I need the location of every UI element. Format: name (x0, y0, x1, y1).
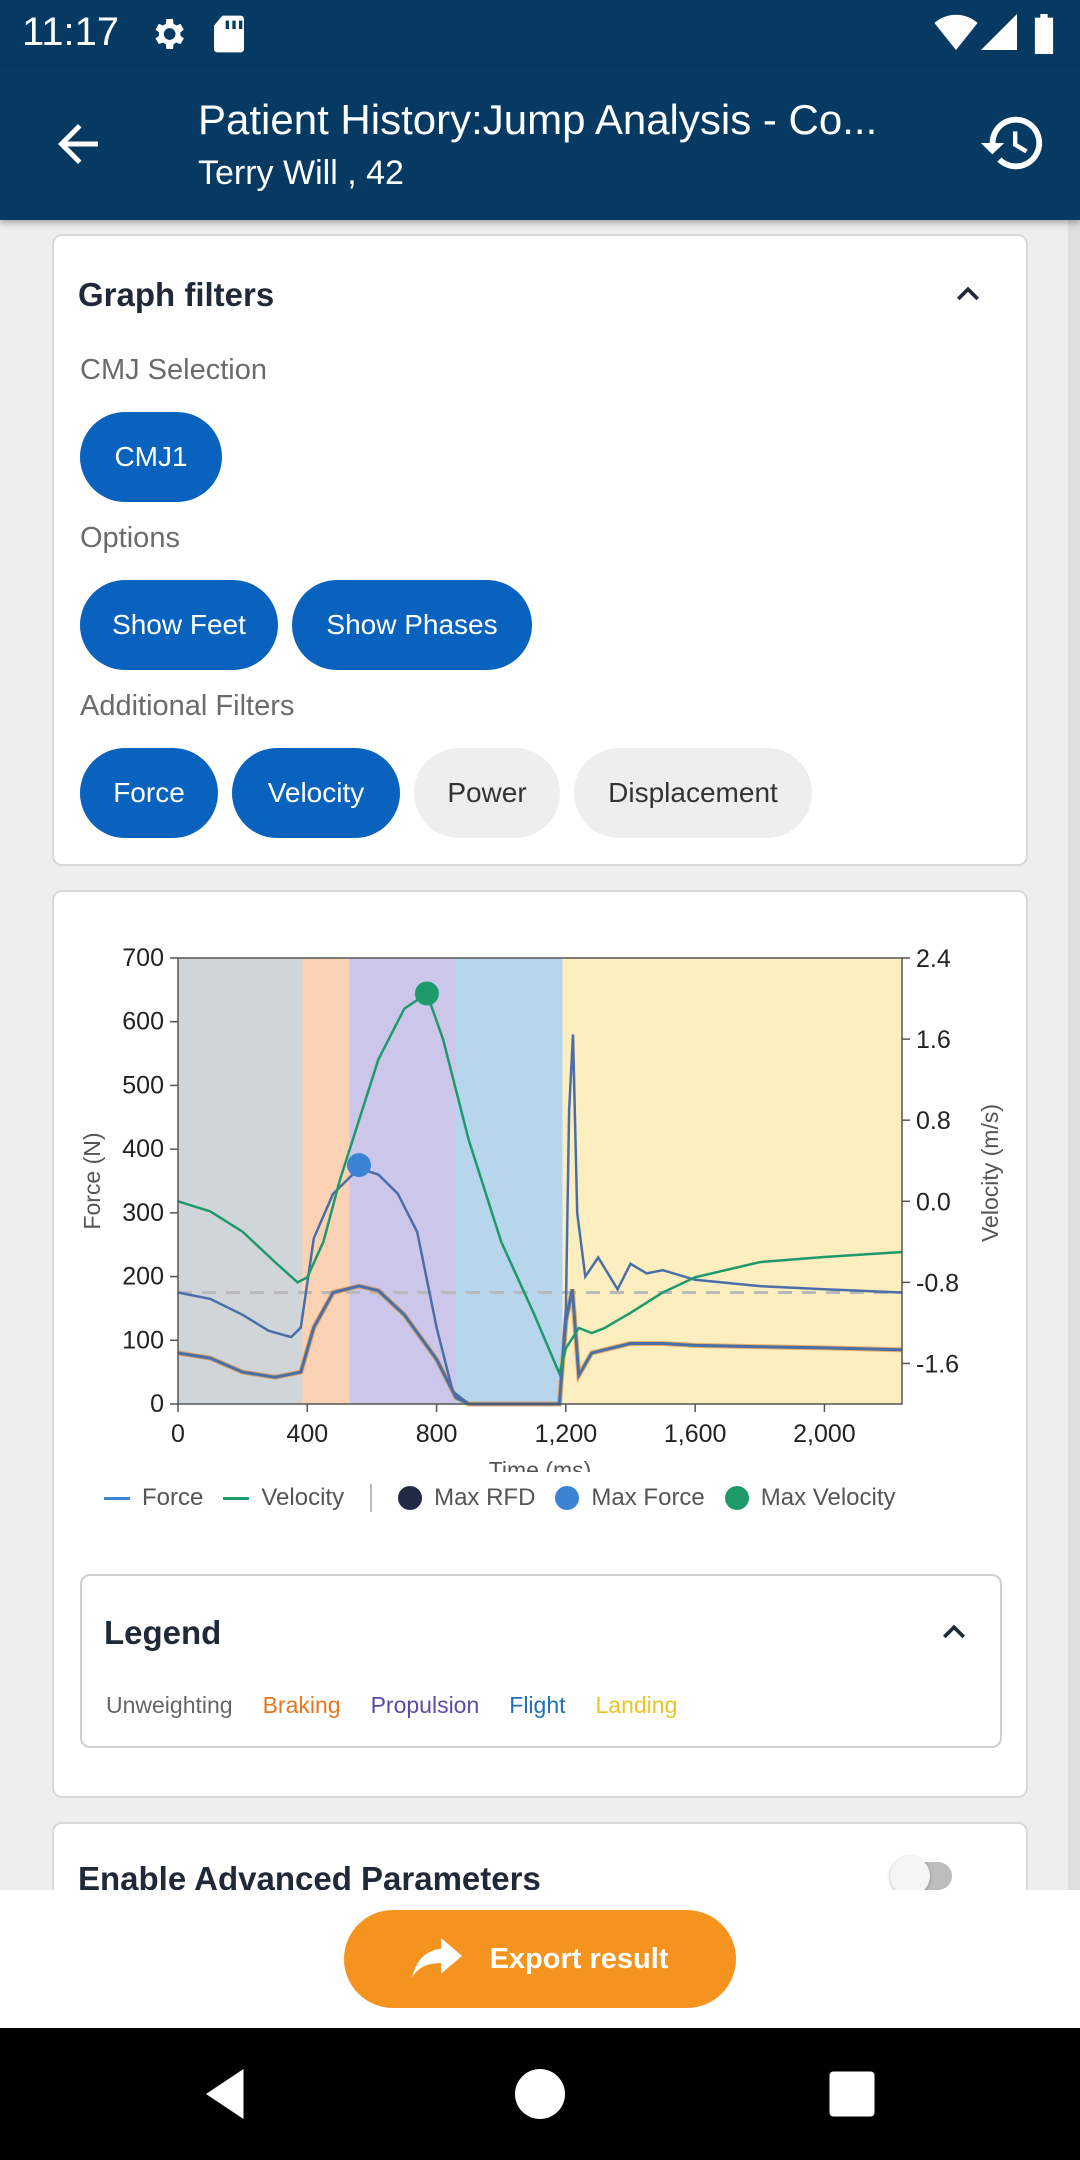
max-velocity-dot (724, 1486, 749, 1510)
force-line-swatch (104, 1496, 130, 1500)
chip-force[interactable]: Force (80, 748, 218, 838)
advanced-parameters-card: Enable Advanced Parameters (52, 1822, 1028, 1890)
toggle-knob (890, 1856, 930, 1890)
y-left-tick-label: 400 (122, 1135, 164, 1163)
y-right-tick-label: 0.8 (916, 1107, 951, 1135)
chip-cmj1[interactable]: CMJ1 (80, 412, 222, 502)
chip-show-feet[interactable]: Show Feet (80, 580, 278, 670)
status-time: 11:17 (22, 10, 120, 54)
content-scroll[interactable]: Graph filters CMJ Selection CMJ1 Options… (0, 220, 1080, 1890)
phase-flight: Flight (509, 1692, 566, 1718)
graph-filters-title: Graph filters (78, 276, 275, 313)
y-left-tick-label: 500 (122, 1071, 164, 1099)
battery-icon (1034, 14, 1054, 54)
back-arrow-icon[interactable] (48, 114, 108, 174)
advanced-parameters-toggle[interactable] (890, 1856, 952, 1890)
page-title: Patient History:Jump Analysis - Co... (198, 96, 878, 143)
advanced-parameters-title: Enable Advanced Parameters (78, 1860, 541, 1890)
y-right-axis-label: Velocity (m/s) (977, 1104, 1003, 1242)
phase-propulsion: Propulsion (370, 1692, 480, 1718)
legend-item-max-force[interactable]: Max Force (555, 1484, 705, 1512)
nav-home-icon[interactable] (510, 2064, 570, 2124)
chevron-up-icon[interactable] (932, 1610, 976, 1654)
y-right-tick-label: 2.4 (916, 945, 951, 973)
legend-item-max-rfd[interactable]: Max RFD (398, 1484, 535, 1512)
chart-card: 0 400 800 1,200 1,600 2,000 0 100 200 300 400 500 60… (52, 890, 1028, 1798)
chip-power[interactable]: Power (414, 748, 560, 838)
wifi-icon (934, 14, 978, 50)
x-axis-label: Time (ms) (489, 1457, 592, 1472)
x-tick-label: 0 (171, 1420, 185, 1448)
additional-filters-label: Additional Filters (80, 690, 295, 722)
y-left-tick-label: 700 (122, 944, 164, 972)
y-left-tick-label: 0 (150, 1390, 164, 1418)
marker-max-force (347, 1153, 371, 1178)
phase-band-flight (455, 958, 563, 1404)
phase-unweighting: Unweighting (106, 1692, 233, 1718)
velocity-series-line (177, 991, 903, 1378)
sd-card-icon (214, 15, 244, 53)
export-result-label: Export result (489, 1942, 669, 1975)
app-bar: Patient History:Jump Analysis - Co... Te… (0, 66, 1080, 220)
export-bar: Export result (0, 1890, 1080, 2028)
export-result-button[interactable]: Export result (344, 1910, 736, 2008)
x-tick-label: 1,200 (535, 1420, 598, 1448)
nav-recents-icon[interactable] (822, 2064, 882, 2124)
y-left-tick-label: 200 (122, 1263, 164, 1291)
settings-icon (155, 19, 184, 49)
legend-separator (370, 1484, 373, 1512)
y-left-tick-label: 600 (122, 1008, 164, 1036)
chip-displacement[interactable]: Displacement (574, 748, 812, 838)
y-right-tick-label: 1.6 (916, 1026, 951, 1054)
legend-item-force[interactable]: Force (104, 1484, 203, 1512)
y-right-tick-label: -0.8 (916, 1269, 959, 1297)
max-rfd-dot (398, 1486, 423, 1510)
phase-legend-items: Unweighting Braking Propulsion Flight La… (106, 1692, 707, 1719)
x-tick-label: 2,000 (793, 1420, 856, 1448)
chevron-up-icon[interactable] (946, 272, 990, 316)
phase-band-unweighting (178, 958, 303, 1404)
y-right-tick-label: 0.0 (916, 1188, 951, 1216)
y-left-tick-label: 300 (122, 1199, 164, 1227)
system-nav-bar (0, 2028, 1080, 2160)
scrollbar[interactable] (1068, 220, 1080, 1890)
cmj-selection-label: CMJ Selection (80, 354, 267, 386)
phase-band-braking (302, 958, 350, 1404)
history-icon[interactable] (978, 108, 1048, 178)
y-left-tick-label: 100 (122, 1326, 164, 1354)
marker-max-velocity (414, 981, 439, 1006)
status-bar: 11:17 (0, 0, 1080, 66)
options-label: Options (80, 522, 180, 554)
phase-band-landing (562, 958, 902, 1404)
phase-legend-title: Legend (104, 1614, 222, 1651)
max-force-dot (555, 1486, 580, 1510)
x-tick-label: 400 (286, 1420, 328, 1448)
phase-landing: Landing (595, 1692, 678, 1718)
jump-chart[interactable]: 0 400 800 1,200 1,600 2,000 0 100 200 300 400 500 60… (54, 892, 1030, 1472)
share-arrow-icon (411, 1938, 462, 1978)
chip-show-phases[interactable]: Show Phases (292, 580, 532, 670)
x-tick-label: 1,600 (664, 1420, 727, 1448)
y-right-tick-label: -1.6 (916, 1350, 959, 1378)
chart-legend: Force Velocity Max RFD Max Force Max Vel… (104, 1484, 916, 1512)
legend-item-max-velocity[interactable]: Max Velocity (724, 1484, 896, 1512)
y-left-axis-label: Force (N) (79, 1132, 105, 1229)
graph-filters-card: Graph filters CMJ Selection CMJ1 Options… (52, 234, 1028, 866)
phase-legend-box: Legend Unweighting Braking Propulsion Fl… (80, 1574, 1002, 1748)
velocity-line-swatch (223, 1496, 250, 1500)
nav-back-icon[interactable] (196, 2064, 256, 2124)
phase-braking: Braking (262, 1692, 341, 1718)
x-tick-label: 800 (416, 1420, 458, 1448)
legend-item-velocity[interactable]: Velocity (223, 1484, 344, 1512)
patient-name: Terry Will , 42 (198, 154, 404, 192)
cell-signal-icon (981, 14, 1017, 50)
plot-frame (177, 957, 903, 1405)
chip-velocity[interactable]: Velocity (232, 748, 400, 838)
